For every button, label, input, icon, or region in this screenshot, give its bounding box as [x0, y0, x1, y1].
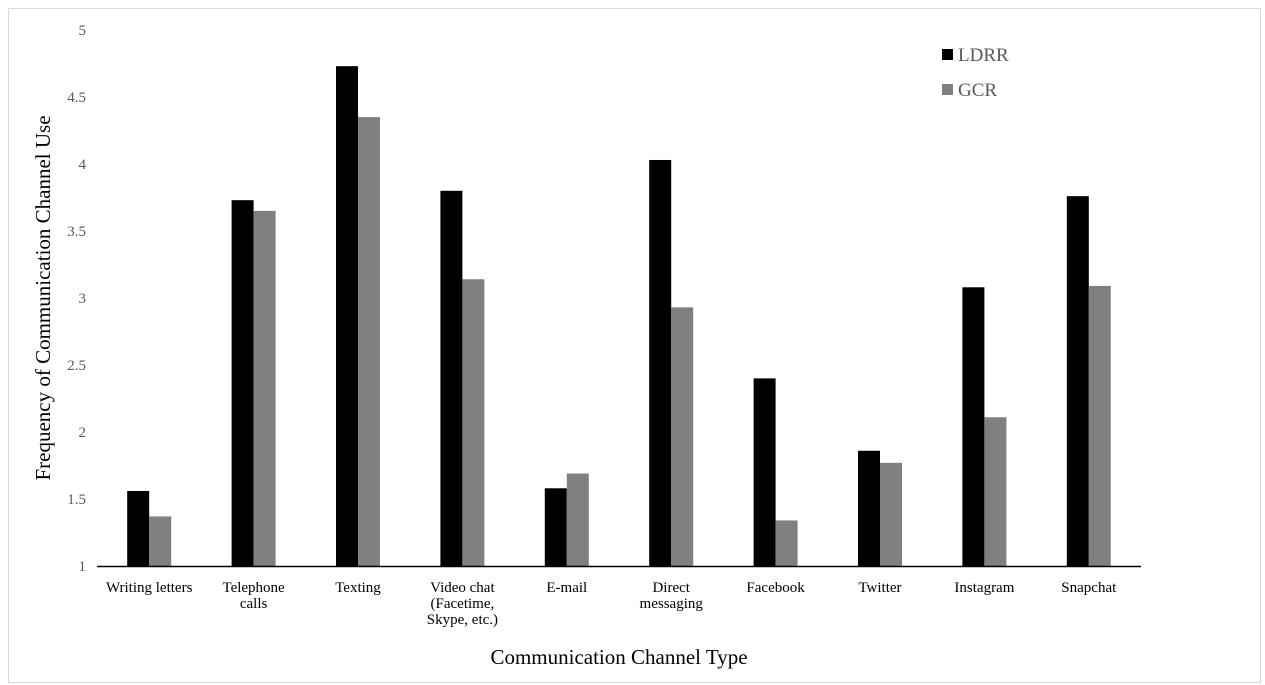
- y-tick-label: 4.5: [67, 90, 86, 106]
- bar-gcr-0: [149, 516, 172, 566]
- bar-ldrr-3: [440, 190, 463, 567]
- bar-gcr-4: [566, 473, 589, 566]
- bar-ldrr-1: [231, 200, 254, 566]
- y-tick-label: 3.5: [67, 224, 86, 240]
- bar-gcr-1: [253, 210, 276, 566]
- y-tick-label: 2: [79, 425, 87, 441]
- y-tick-label: 3: [79, 291, 87, 307]
- x-category-label: Instagram: [954, 580, 1014, 596]
- x-category-label: Snapchat: [1061, 580, 1117, 596]
- legend-swatch-ldrr: [942, 49, 953, 60]
- legend-label-gcr: GCR: [958, 80, 997, 101]
- y-axis-ticks: 1 1.5 2 2.5 3 3.5 4 4.5 5: [67, 23, 86, 575]
- x-category-label: Direct: [652, 580, 690, 596]
- bar-gcr-9: [1088, 285, 1111, 566]
- x-axis-title: Communication Channel Type: [490, 645, 747, 669]
- bar-ldrr-7: [858, 450, 880, 566]
- x-category-label: Facebook: [746, 580, 805, 596]
- x-category-label: (Facetime,: [431, 596, 495, 612]
- bar-gcr-5: [671, 307, 694, 566]
- chart-frame: [8, 8, 1261, 683]
- bars: [127, 66, 1111, 567]
- y-tick-label: 1: [79, 559, 87, 575]
- legend: LDRR GCR: [942, 45, 1009, 101]
- y-tick-label: 1.5: [67, 492, 86, 508]
- bar-ldrr-0: [127, 490, 150, 566]
- y-tick-label: 2.5: [67, 358, 86, 374]
- y-tick-label: 4: [79, 157, 87, 173]
- bar-gcr-7: [880, 462, 902, 566]
- x-category-label: messaging: [640, 596, 704, 612]
- y-tick-label: 5: [79, 23, 87, 39]
- bar-ldrr-6: [753, 378, 776, 566]
- x-category-label: Texting: [335, 580, 381, 596]
- x-category-label: Skype, etc.): [427, 612, 498, 628]
- bar-ldrr-4: [544, 488, 567, 566]
- bar-gcr-3: [462, 279, 485, 566]
- bar-ldrr-5: [649, 159, 672, 567]
- x-category-label: Writing letters: [106, 580, 193, 596]
- x-category-label: Telephone: [222, 580, 285, 596]
- x-category-label: calls: [240, 596, 268, 612]
- bar-gcr-6: [775, 520, 798, 566]
- y-axis-title: Frequency of Communication Channel Use: [31, 115, 55, 480]
- legend-swatch-gcr: [942, 84, 953, 95]
- bar-gcr-2: [358, 117, 380, 566]
- bar-ldrr-9: [1066, 196, 1089, 566]
- bar-gcr-8: [984, 417, 1007, 566]
- x-category-label: Twitter: [858, 580, 901, 596]
- bar-ldrr-2: [336, 66, 358, 567]
- bar-ldrr-8: [962, 287, 985, 566]
- x-category-label: Video chat: [430, 580, 495, 596]
- x-category-label: E-mail: [546, 580, 587, 596]
- legend-label-ldrr: LDRR: [958, 45, 1009, 66]
